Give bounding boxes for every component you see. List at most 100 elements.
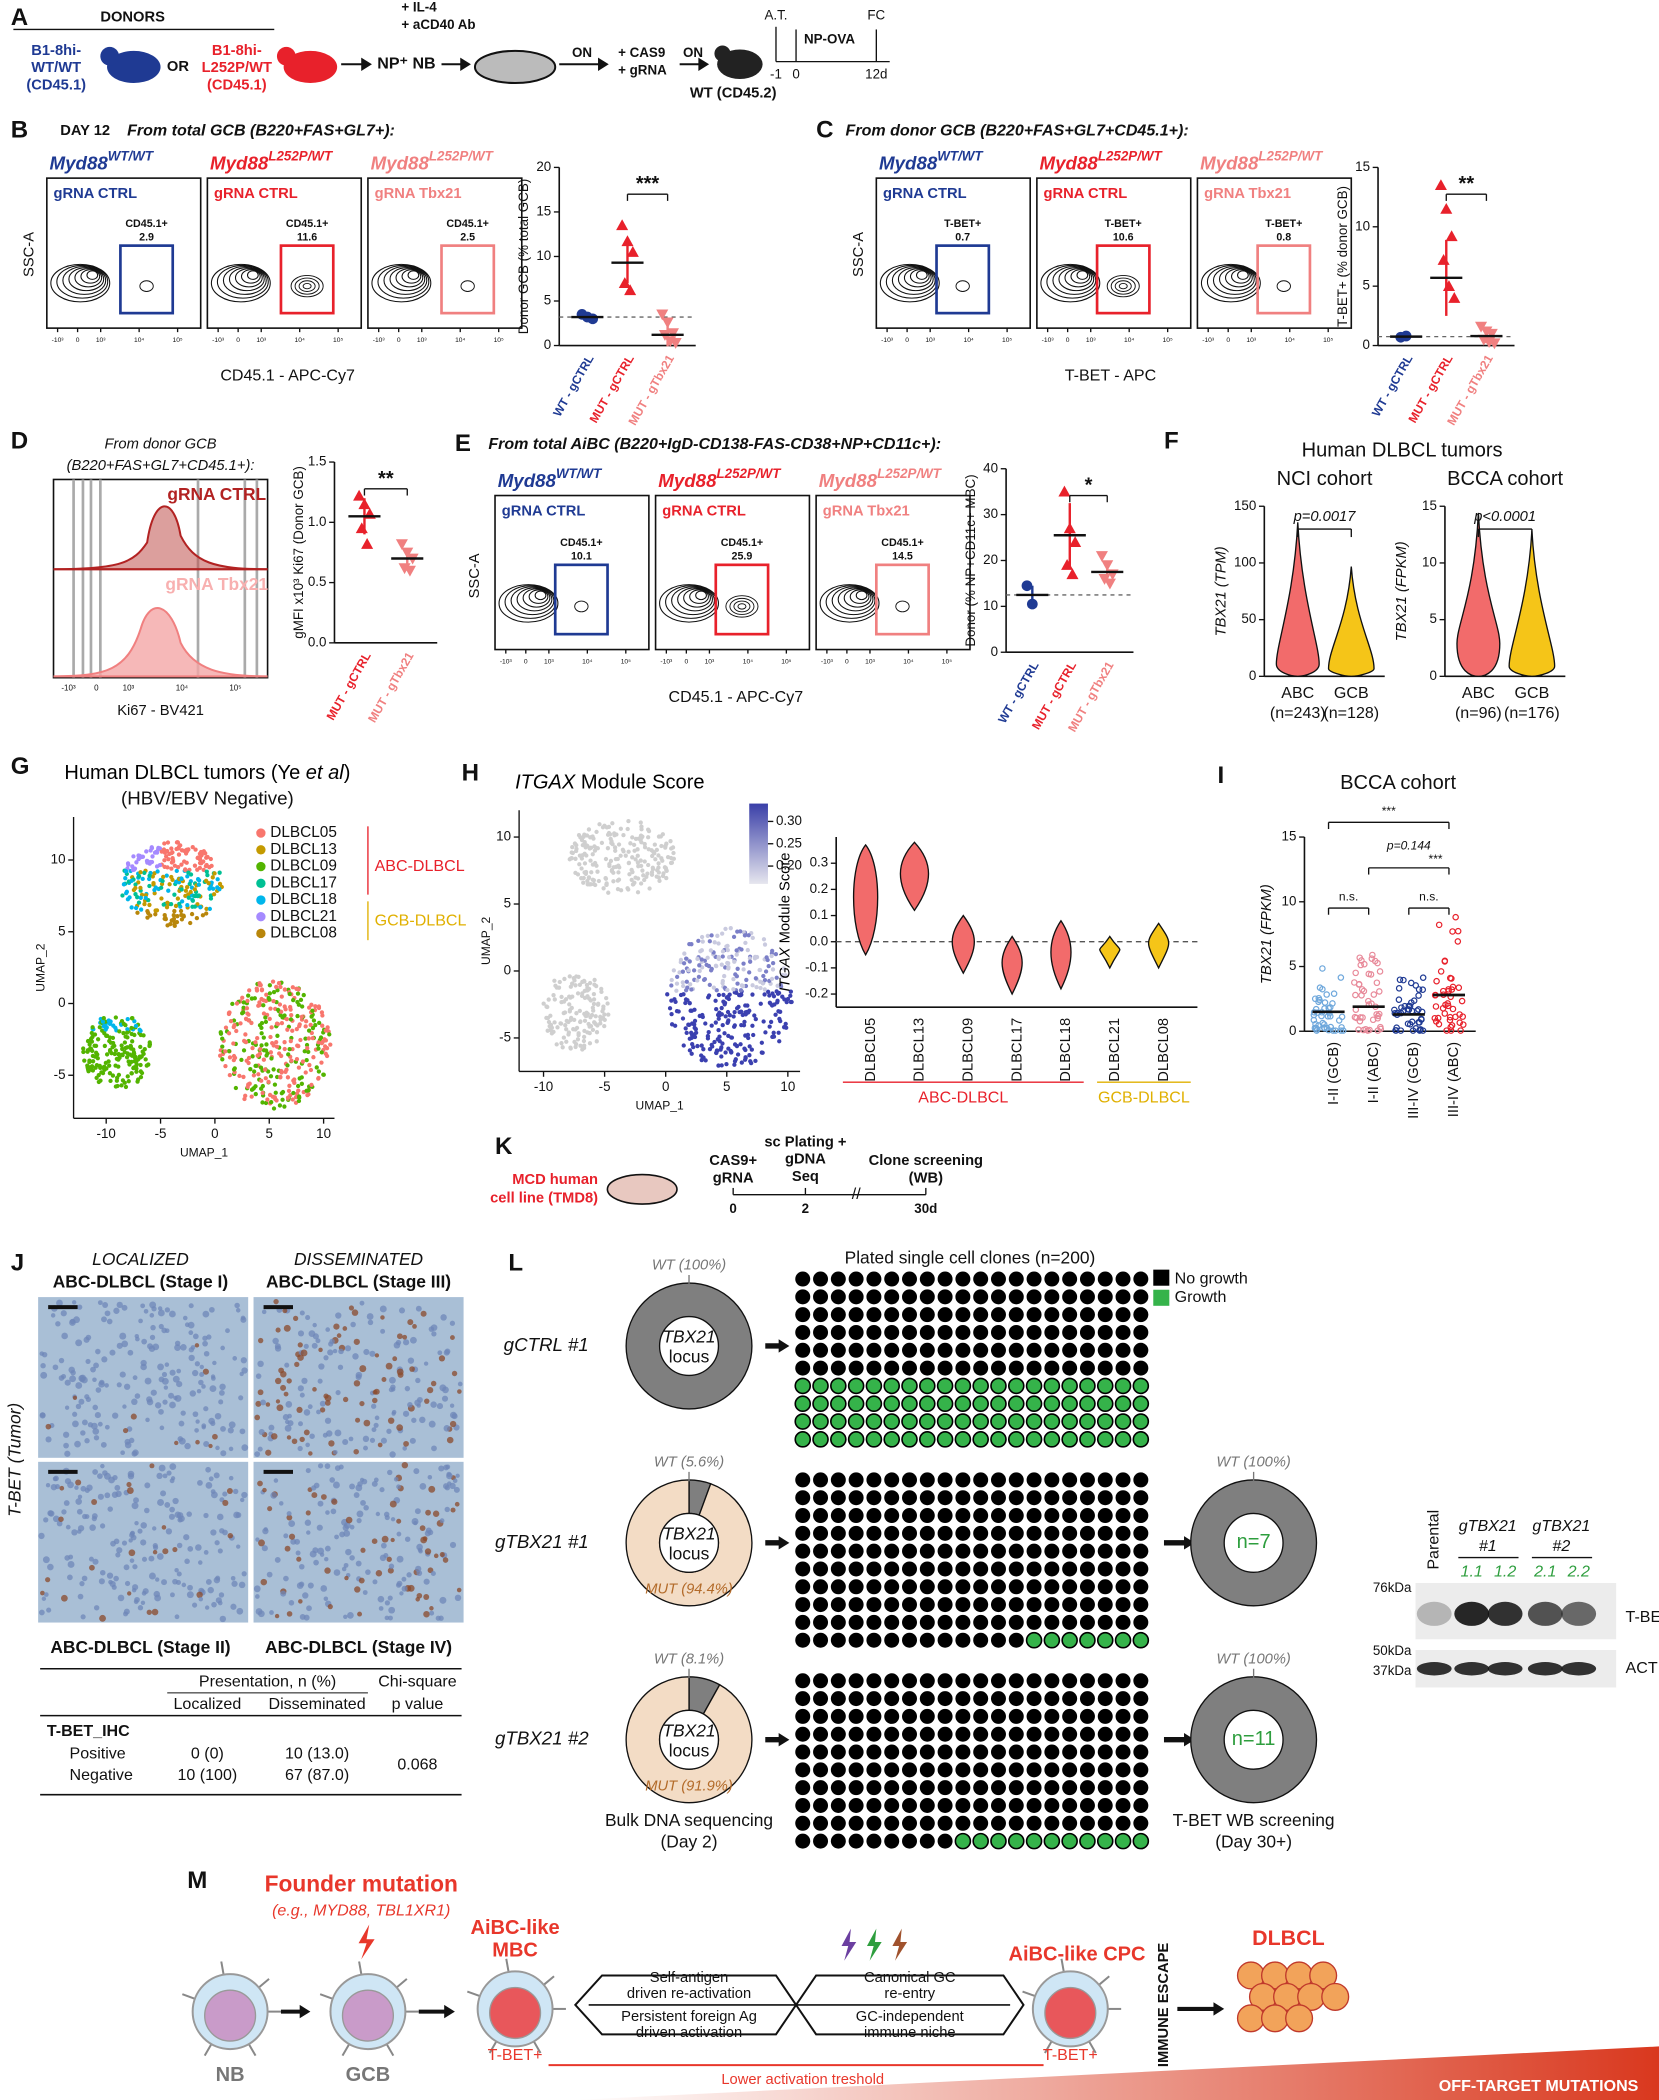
no-growth-well (1079, 1508, 1095, 1524)
cell (584, 853, 589, 858)
allele: L252P/WT (1258, 148, 1324, 163)
cell (613, 856, 619, 862)
cell (742, 1046, 747, 1051)
cell (257, 1000, 262, 1005)
nucleus (226, 1487, 233, 1494)
cell (278, 1075, 283, 1080)
cell (294, 1027, 299, 1032)
sample-point (1458, 997, 1466, 1005)
violin (1147, 922, 1170, 970)
label: Growth (1175, 1288, 1227, 1306)
nucleus (427, 1387, 434, 1394)
cell (299, 1014, 304, 1019)
sample-point (1448, 975, 1455, 982)
label: 10³ (1246, 337, 1256, 344)
cell (566, 1030, 572, 1035)
no-growth-well (937, 1271, 953, 1287)
label: CD45.1+ (560, 537, 602, 549)
cell (123, 1045, 128, 1051)
nucleus (181, 1582, 187, 1588)
nucleus (72, 1420, 79, 1428)
no-growth-well (1133, 1342, 1149, 1358)
no-growth-well (990, 1307, 1006, 1323)
sample-point (1415, 992, 1422, 999)
label: DLBCL09 (961, 1018, 977, 1082)
no-growth-well (813, 1472, 829, 1488)
no-growth-well (1133, 1726, 1149, 1742)
cell (753, 1016, 758, 1022)
label: T-BET+ (944, 218, 981, 230)
cell (155, 869, 160, 874)
label: 10³ (705, 658, 715, 665)
label: 0 (236, 337, 240, 344)
cell (610, 842, 615, 847)
nucleus (194, 1428, 199, 1433)
nucleus (75, 1479, 82, 1486)
nucleus (380, 1437, 387, 1444)
cell (152, 871, 157, 876)
nucleus (455, 1473, 460, 1478)
nucleus (258, 1428, 265, 1436)
cell (159, 885, 164, 890)
cell (267, 997, 272, 1002)
cell (185, 902, 190, 908)
cell (238, 1021, 243, 1026)
cell (626, 860, 631, 866)
cell (575, 1037, 581, 1042)
nucleus (54, 1484, 60, 1490)
nucleus (409, 1366, 415, 1372)
nucleus (257, 1446, 263, 1452)
cell (172, 923, 177, 928)
no-growth-well (973, 1815, 989, 1831)
nucleus (324, 1556, 329, 1562)
cell (289, 1012, 294, 1018)
nucleus (122, 1404, 127, 1409)
nucleus (134, 1596, 140, 1603)
contour (460, 280, 475, 292)
nucleus (317, 1500, 324, 1507)
nucleus (127, 1591, 132, 1596)
data-point (1434, 179, 1447, 191)
label: 150 (1234, 498, 1256, 513)
nucleus (73, 1316, 80, 1324)
label: cell line (TMD8) (490, 1191, 598, 1207)
nucleus (195, 1419, 200, 1424)
nucleus (372, 1397, 378, 1404)
contour (733, 600, 751, 613)
no-growth-well (1044, 1289, 1060, 1305)
data-point (1103, 578, 1116, 590)
nucleus (392, 1356, 398, 1362)
cell (205, 872, 210, 878)
cell (567, 857, 572, 862)
sample-point (1323, 991, 1330, 998)
cell (305, 1046, 310, 1051)
nucleus (228, 1446, 234, 1452)
cell (772, 1002, 777, 1007)
no-growth-well (937, 1744, 953, 1760)
nucleus (288, 1520, 296, 1528)
cell (256, 1003, 261, 1008)
nucleus (38, 1532, 45, 1540)
nucleus (121, 1340, 129, 1348)
nucleus (163, 1385, 169, 1390)
label: CD45.1 - APC-Cy7 (669, 688, 804, 706)
nucleus (158, 1464, 166, 1472)
nucleus (282, 1414, 290, 1421)
no-growth-well (955, 1525, 971, 1541)
cell (110, 1073, 116, 1078)
no-growth-well (1044, 1815, 1060, 1831)
nucleus (431, 1331, 437, 1337)
label: ABC (1281, 684, 1314, 702)
label: 30d (914, 1201, 937, 1216)
no-growth-well (1026, 1543, 1042, 1559)
cell (630, 855, 635, 860)
y-tick-label: 10 (983, 598, 998, 613)
nucleus (212, 1360, 217, 1366)
cell (789, 999, 794, 1005)
cell (165, 900, 170, 905)
no-growth-well (902, 1614, 917, 1630)
sample-point (1439, 1004, 1447, 1012)
nucleus (169, 1401, 176, 1409)
cell (592, 977, 597, 983)
no-growth-well (830, 1708, 846, 1724)
